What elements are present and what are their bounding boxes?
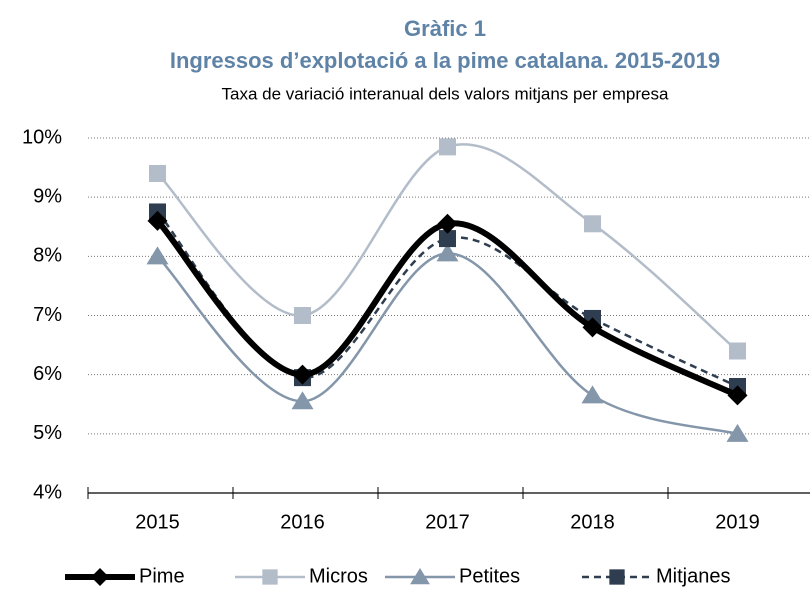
y-tick-label: 8% <box>33 245 62 267</box>
marker <box>147 210 168 231</box>
marker <box>91 568 109 586</box>
marker <box>726 423 749 442</box>
marker <box>149 165 166 182</box>
x-tick-label: 2018 <box>570 511 615 533</box>
x-tick-label: 2017 <box>425 511 470 533</box>
legend-label: Petites <box>459 565 520 587</box>
x-tick-label: 2016 <box>280 511 325 533</box>
marker <box>291 391 314 410</box>
y-tick-label: 10% <box>22 126 62 148</box>
marker <box>439 138 456 156</box>
marker <box>146 246 169 265</box>
marker <box>727 385 748 406</box>
y-tick-label: 6% <box>33 363 62 385</box>
y-tick-label: 7% <box>33 304 62 326</box>
marker <box>582 317 603 338</box>
marker <box>609 569 625 585</box>
chart-title: Gràfic 1 <box>404 16 486 41</box>
marker <box>439 230 456 248</box>
x-tick-label: 2019 <box>715 511 760 533</box>
marker <box>729 342 746 360</box>
chart-subtitle: Ingressos d’explotació a la pime catalan… <box>170 48 720 73</box>
y-tick-label: 9% <box>33 185 62 207</box>
chart-note: Taxa de variació interanual dels valors … <box>222 84 669 103</box>
y-tick-label: 5% <box>33 422 62 444</box>
marker <box>436 243 459 262</box>
marker <box>294 307 311 324</box>
marker <box>584 215 601 233</box>
marker <box>437 213 458 234</box>
marker <box>581 385 604 404</box>
legend-label: Pime <box>139 565 185 587</box>
marker <box>292 364 313 385</box>
legend-label: Mitjanes <box>656 565 730 587</box>
legend-label: Micros <box>309 565 368 587</box>
marker <box>410 568 430 585</box>
marker <box>262 569 278 585</box>
x-tick-label: 2015 <box>135 511 180 533</box>
series-line <box>155 218 739 399</box>
y-tick-label: 4% <box>33 481 62 503</box>
